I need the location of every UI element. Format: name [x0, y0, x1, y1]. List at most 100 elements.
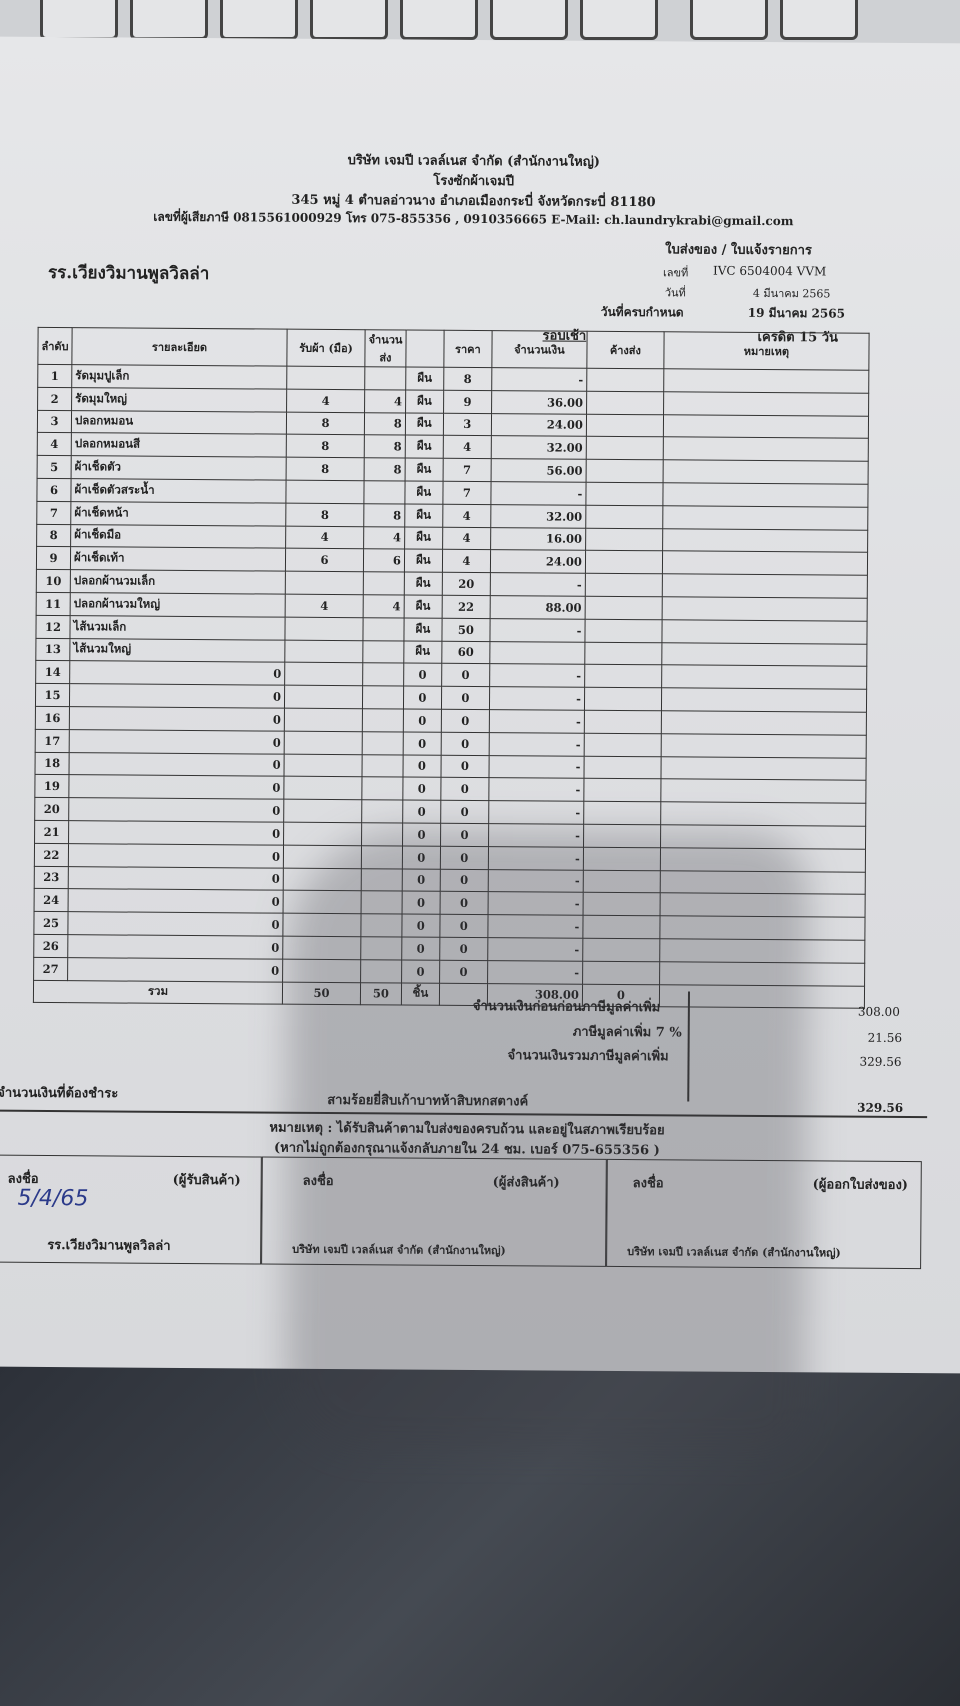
remark: [661, 710, 867, 735]
sent-qty: [362, 617, 404, 641]
row-number: 26: [33, 934, 68, 958]
unit: ผืน: [403, 617, 442, 641]
remark: [663, 414, 869, 439]
amount: 24.00: [491, 413, 587, 437]
row-number: 3: [37, 410, 72, 434]
pending: [585, 573, 663, 597]
amount: -: [489, 686, 585, 711]
unit-price: 4: [442, 526, 491, 550]
sent-qty: [362, 685, 404, 709]
remark: [662, 459, 869, 485]
column-header: ราคา: [443, 330, 493, 368]
unit: ผืน: [404, 549, 443, 573]
amount: -: [488, 755, 585, 779]
item-description: 0: [68, 797, 284, 823]
sent-qty: 8: [364, 412, 406, 436]
item-description: ปลอกหมอน: [71, 410, 287, 435]
unit-price: 9: [443, 390, 492, 414]
sent-qty: 8: [364, 435, 406, 459]
unit: ผืน: [403, 594, 443, 619]
total-vat-amount: 329.56: [859, 1054, 902, 1069]
amount: -: [489, 732, 585, 756]
pending: [585, 550, 663, 574]
item-description: ผ้าเช็ดตัว: [71, 455, 287, 481]
received-qty: [284, 708, 363, 732]
unit: 0: [403, 731, 442, 755]
pending: [583, 755, 662, 780]
received-qty: [283, 799, 362, 823]
item-description: 0: [69, 706, 285, 731]
amount: -: [489, 618, 585, 642]
unit-price: 4: [443, 435, 492, 459]
column-header: รับผ้า (มือ): [286, 329, 366, 367]
pending: [584, 687, 662, 711]
sent-qty: [361, 799, 403, 823]
unit: ผืน: [404, 572, 443, 596]
amount: [489, 641, 585, 665]
row-number: 14: [35, 660, 70, 684]
pending: [585, 505, 663, 529]
pending: [584, 596, 663, 620]
row-number: 16: [35, 706, 70, 730]
received-qty: [284, 639, 363, 664]
item-description: 0: [68, 866, 284, 891]
row-number: 8: [36, 523, 71, 548]
remark: [662, 505, 868, 530]
received-qty: 4: [285, 594, 364, 618]
unit-price: 4: [442, 504, 491, 528]
received-qty: 8: [286, 457, 365, 481]
handwritten-date: 5/4/65: [17, 1185, 89, 1212]
row-number: 24: [34, 888, 69, 912]
column-header: หมายเหตุ: [663, 331, 869, 371]
unit: ผืน: [405, 389, 444, 413]
invoice-paper: บริษัท เจมปี เวลล์เนส จำกัด (สำนักงานใหญ…: [0, 36, 960, 1453]
item-description: 0: [69, 661, 285, 686]
row-number: 4: [37, 432, 72, 456]
date-label: วันที่: [664, 286, 686, 300]
column-header: ค้างส่ง: [586, 331, 665, 369]
unit-price: 50: [441, 618, 490, 642]
amount: -: [491, 367, 587, 392]
sent-qty: [362, 731, 404, 755]
row-number: 20: [34, 797, 69, 821]
pending: [586, 391, 664, 415]
sent-qty: [362, 663, 404, 687]
received-qty: 8: [286, 434, 365, 458]
row-number: 21: [34, 820, 69, 844]
column-header: รายละเอียด: [71, 327, 288, 367]
amount: -: [489, 663, 585, 688]
unit: 0: [403, 663, 442, 687]
pending: [585, 527, 663, 552]
unit-price: 0: [441, 686, 490, 710]
remark: [663, 437, 869, 462]
amount: 24.00: [490, 549, 586, 574]
sent-qty: 6: [363, 549, 405, 573]
column-header: ลำดับ: [37, 327, 73, 365]
received-qty: [285, 480, 365, 504]
amount: 32.00: [490, 504, 586, 528]
pending: [583, 801, 661, 825]
signature-box-receiver: ลงชื่อ (ผู้รับสินค้า) 5/4/65 รร.เวียงวิม…: [0, 1154, 262, 1265]
remark: [662, 528, 868, 553]
item-description: ปลอกหมอนสี: [71, 433, 287, 458]
remark: [661, 733, 867, 758]
row-number: 25: [33, 911, 69, 935]
received-qty: [284, 662, 363, 686]
due-date: 19 มีนาคม 2565: [747, 305, 846, 321]
pre-vat-amount: 308.00: [857, 1004, 900, 1019]
sent-qty: [361, 777, 403, 801]
remark: [660, 779, 866, 804]
pending: [584, 732, 662, 757]
amount: 56.00: [490, 458, 587, 483]
received-qty: 6: [285, 548, 364, 572]
sent-qty: 4: [364, 389, 406, 413]
unit-price: 4: [442, 549, 491, 573]
item-description: 0: [67, 957, 283, 982]
row-number: 15: [35, 683, 70, 707]
customer-name: รร.เวียงวิมานพูลวิลล่า: [47, 262, 210, 285]
pending: [584, 619, 662, 643]
amount-due-label: จำนวนเงินที่ต้องชำระ: [0, 1085, 119, 1102]
item-description: 0: [68, 774, 285, 800]
row-number: 22: [34, 843, 69, 867]
item-description: ปลอกผ้านวมเล็ก: [70, 569, 286, 595]
